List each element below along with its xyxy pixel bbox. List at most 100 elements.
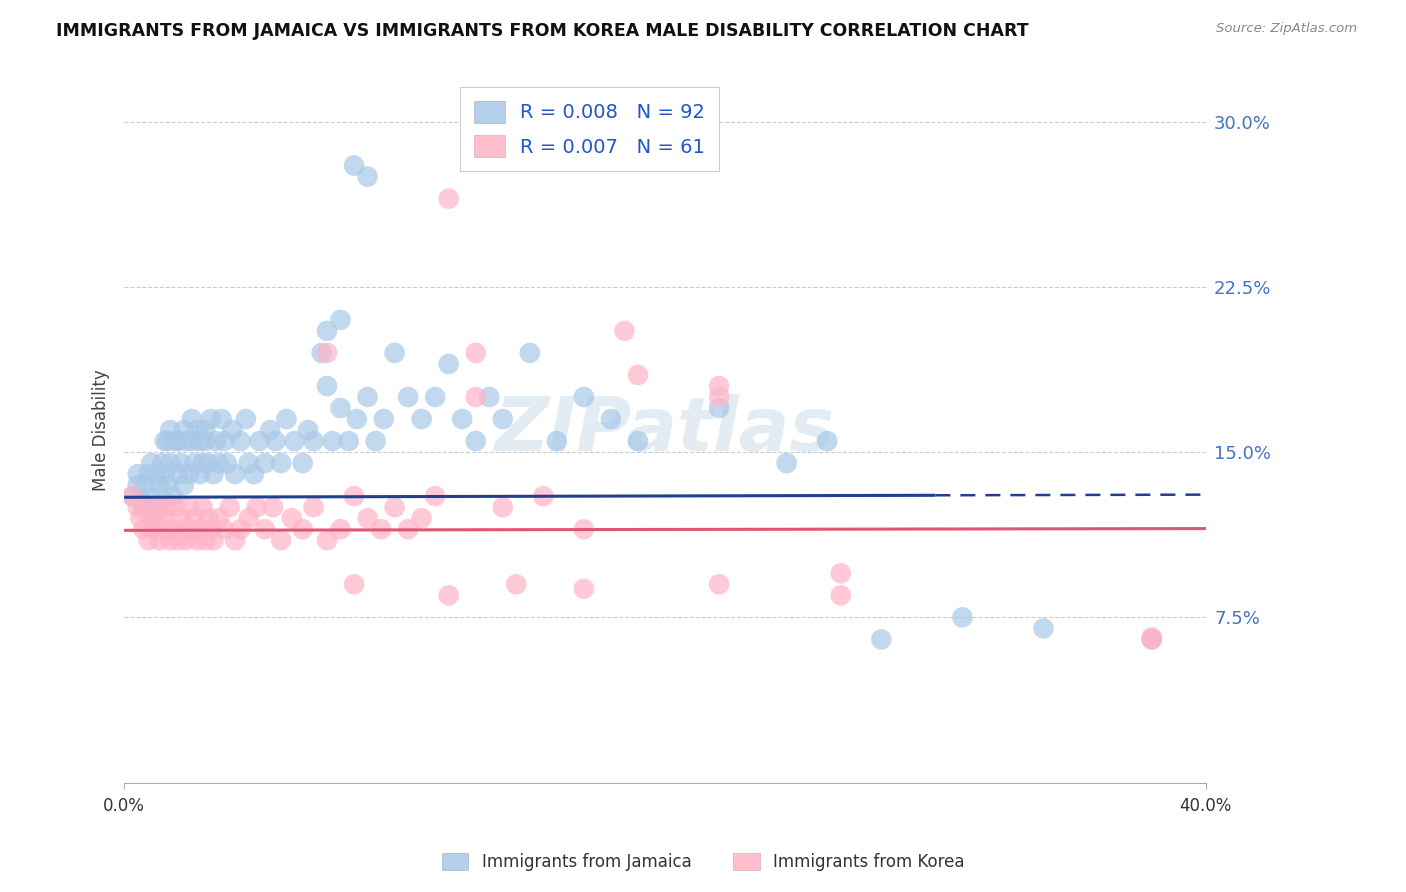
Point <box>478 390 501 404</box>
Point <box>132 522 155 536</box>
Point <box>159 423 181 437</box>
Point <box>329 522 352 536</box>
Point <box>135 478 157 492</box>
Point <box>384 500 406 515</box>
Point <box>188 434 211 448</box>
Point <box>396 522 419 536</box>
Point <box>214 522 236 536</box>
Point <box>202 533 225 548</box>
Point <box>572 390 595 404</box>
Point <box>221 423 243 437</box>
Point <box>148 533 170 548</box>
Point <box>572 582 595 596</box>
Point <box>170 511 193 525</box>
Point <box>186 533 208 548</box>
Point <box>707 577 730 591</box>
Point <box>170 456 193 470</box>
Legend: Immigrants from Jamaica, Immigrants from Korea: Immigrants from Jamaica, Immigrants from… <box>433 845 973 880</box>
Text: ZIPatlas: ZIPatlas <box>495 393 835 467</box>
Point <box>830 588 852 602</box>
Point <box>218 500 240 515</box>
Point <box>492 500 515 515</box>
Point <box>291 456 314 470</box>
Point <box>214 434 236 448</box>
Point <box>316 324 339 338</box>
Point <box>165 500 187 515</box>
Point <box>173 423 195 437</box>
Point <box>143 511 166 525</box>
Point <box>208 456 231 470</box>
Point <box>127 467 149 482</box>
Point <box>343 159 366 173</box>
Point <box>343 577 366 591</box>
Point <box>1032 621 1054 635</box>
Point <box>191 500 214 515</box>
Point <box>208 511 231 525</box>
Point <box>156 434 179 448</box>
Point <box>145 500 167 515</box>
Point <box>121 489 143 503</box>
Point <box>346 412 368 426</box>
Point <box>707 401 730 415</box>
Point <box>143 522 166 536</box>
Point <box>167 467 190 482</box>
Point <box>215 456 238 470</box>
Point <box>329 313 352 327</box>
Point <box>173 478 195 492</box>
Point <box>259 423 281 437</box>
Point <box>356 511 378 525</box>
Point <box>262 500 284 515</box>
Point <box>229 434 252 448</box>
Point <box>1140 630 1163 644</box>
Point <box>191 456 214 470</box>
Point <box>159 533 181 548</box>
Point <box>411 412 433 426</box>
Point <box>127 500 149 515</box>
Point <box>188 522 211 536</box>
Text: Source: ZipAtlas.com: Source: ZipAtlas.com <box>1216 22 1357 36</box>
Point <box>572 522 595 536</box>
Point <box>505 577 527 591</box>
Point <box>356 169 378 184</box>
Point <box>707 379 730 393</box>
Point <box>437 588 460 602</box>
Point <box>337 434 360 448</box>
Point <box>321 434 343 448</box>
Point <box>141 511 163 525</box>
Point <box>243 467 266 482</box>
Point <box>370 522 392 536</box>
Point <box>165 434 187 448</box>
Point <box>141 489 163 503</box>
Point <box>127 478 149 492</box>
Legend: R = 0.008   N = 92, R = 0.007   N = 61: R = 0.008 N = 92, R = 0.007 N = 61 <box>460 87 718 171</box>
Point <box>815 434 838 448</box>
Point <box>627 368 650 382</box>
Y-axis label: Male Disability: Male Disability <box>93 369 110 491</box>
Point <box>1140 632 1163 647</box>
Point <box>316 533 339 548</box>
Point <box>464 390 486 404</box>
Point <box>159 456 181 470</box>
Point <box>707 390 730 404</box>
Point <box>600 412 623 426</box>
Point <box>229 522 252 536</box>
Point <box>224 467 246 482</box>
Point <box>364 434 387 448</box>
Point <box>156 478 179 492</box>
Point <box>249 434 271 448</box>
Text: IMMIGRANTS FROM JAMAICA VS IMMIGRANTS FROM KOREA MALE DISABILITY CORRELATION CHA: IMMIGRANTS FROM JAMAICA VS IMMIGRANTS FR… <box>56 22 1029 40</box>
Point <box>132 500 155 515</box>
Point <box>531 489 554 503</box>
Point <box>180 412 202 426</box>
Point <box>270 533 292 548</box>
Point <box>141 456 163 470</box>
Point <box>129 511 152 525</box>
Point <box>145 467 167 482</box>
Point <box>425 489 447 503</box>
Point <box>870 632 893 647</box>
Point <box>519 346 541 360</box>
Point <box>384 346 406 360</box>
Point <box>180 522 202 536</box>
Point <box>302 500 325 515</box>
Point <box>138 467 160 482</box>
